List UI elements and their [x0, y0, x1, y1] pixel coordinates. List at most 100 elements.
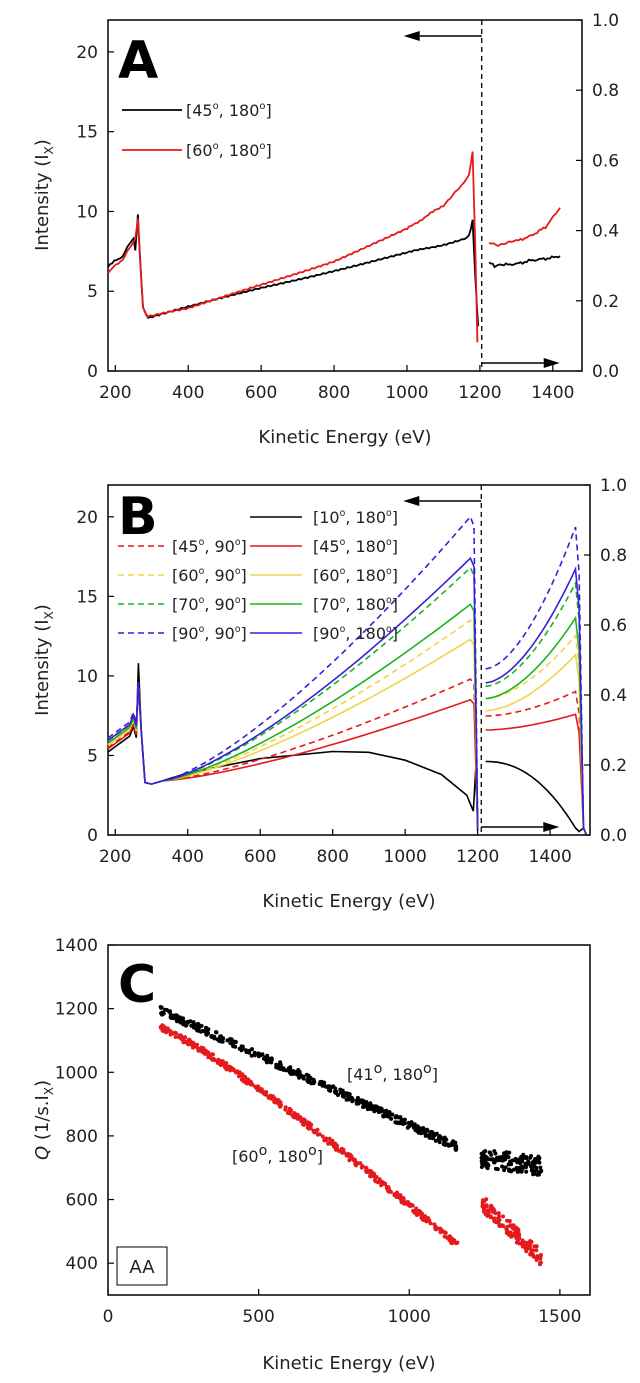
- panel-c-point: [336, 1093, 340, 1097]
- panel-c-point: [244, 1048, 248, 1053]
- panel-c-point: [352, 1157, 357, 1162]
- panel-b-series-secondary-6: [485, 615, 588, 836]
- panel-c-point: [229, 1037, 234, 1042]
- panel-c-point: [390, 1112, 395, 1117]
- panel-b-legend-label-5-deg2: o: [235, 595, 241, 606]
- panel-a-legend-label-0-part3: ]: [265, 101, 271, 120]
- panel-c-point: [378, 1106, 383, 1111]
- panel-b-legend-label-7: [90o, 90o]: [172, 624, 247, 643]
- panel-c-point: [482, 1205, 487, 1210]
- panel-c-point: [201, 1046, 206, 1051]
- panel-c-point: [533, 1158, 538, 1163]
- panel-b-legend-label-1-part3: ]: [241, 537, 247, 556]
- panel-c-point: [377, 1177, 382, 1182]
- panel-b-series-8: [107, 556, 479, 831]
- panel-c-point: [420, 1212, 425, 1217]
- panel-c-point: [301, 1117, 306, 1122]
- panel-c-point: [312, 1130, 317, 1135]
- panel-b-series-2: [107, 682, 479, 831]
- panel-c-point: [191, 1043, 195, 1048]
- panel-b-letter: B: [118, 487, 158, 547]
- panel-c-point: [159, 1005, 164, 1010]
- panel-a-series-2: [488, 255, 561, 269]
- panel-c-point: [427, 1135, 432, 1140]
- panel-c-point: [524, 1165, 528, 1170]
- panel-c-point: [509, 1168, 514, 1173]
- panel-c-point: [437, 1140, 442, 1145]
- panel-b-x-axis-label: Kinetic Energy (eV): [262, 891, 435, 912]
- panel-c-point: [393, 1115, 398, 1120]
- panel-c-x-tick-label-2: 1000: [388, 1307, 431, 1327]
- panel-c-point: [501, 1214, 505, 1219]
- panel-b-legend-label-3-part2: , 90: [204, 566, 235, 585]
- panel-c-point: [196, 1048, 201, 1053]
- panel-c-point: [330, 1138, 335, 1143]
- panel-c-point: [504, 1151, 509, 1155]
- panel-c-point: [526, 1159, 531, 1164]
- panel-c-point: [360, 1098, 364, 1103]
- panel-b-legend-label-4: [60o, 180o]: [313, 566, 398, 585]
- panel-c-point: [158, 1025, 163, 1030]
- panel-c-ylabel-sub: X: [42, 1087, 56, 1095]
- panel-a-legend-label-1: [60o, 180o]: [186, 141, 272, 160]
- panel-c-point: [329, 1142, 334, 1146]
- panel-c-y-tick-label-4: 1200: [55, 1000, 98, 1020]
- panel-c-point: [454, 1144, 459, 1149]
- panel-c-point: [359, 1165, 364, 1170]
- panel-c-point: [493, 1211, 498, 1216]
- panel-c-point: [490, 1206, 495, 1211]
- panel-c-point: [376, 1180, 380, 1185]
- panel-c-point: [233, 1040, 238, 1044]
- panel-c-point: [405, 1125, 410, 1130]
- panel-c-x-axis-label: Kinetic Energy (eV): [262, 1353, 435, 1374]
- panel-a-legend-label-0: [45o, 180o]: [186, 101, 272, 120]
- panel-c-point: [521, 1243, 526, 1247]
- panel-b-legend-label-4-deg1: o: [340, 566, 346, 577]
- panel-b-series-secondary-7: [485, 526, 588, 836]
- panel-c-point: [536, 1159, 541, 1164]
- panel-c-point: [212, 1034, 217, 1039]
- panel-c-point: [506, 1155, 511, 1160]
- panel-c-point: [347, 1158, 352, 1163]
- panel-c-ylabel-close: ): [32, 1080, 53, 1087]
- panel-c-point: [382, 1182, 387, 1186]
- panel-b-legend-label-5-deg1: o: [199, 595, 205, 606]
- panel-c-point: [165, 1026, 170, 1031]
- panel-c-point: [479, 1151, 484, 1156]
- panel-a-legend-label-1-deg1: o: [213, 141, 219, 152]
- panel-c-point: [354, 1163, 358, 1168]
- panel-c-point: [239, 1073, 244, 1078]
- panel-b-legend-label-1-deg2: o: [235, 537, 241, 548]
- panel-c-point: [364, 1102, 368, 1106]
- panel-c-point: [496, 1220, 501, 1225]
- panel-b-y-axis-label: Intensity (IX): [32, 604, 56, 716]
- panel-c-point: [272, 1097, 277, 1102]
- panel-c-point: [500, 1223, 505, 1228]
- panel-c-point: [184, 1023, 189, 1027]
- panel-c-point: [286, 1066, 291, 1071]
- panel-b-axes: 200 400 600 800 1000 1200 1400 0 5 10 15 20 0.0 0.2 0.…: [76, 476, 627, 867]
- panel-b-legend-label-8-deg1: o: [340, 624, 346, 635]
- panel-c-point: [287, 1108, 292, 1113]
- panel-b-legend-label-4-part2: , 180: [345, 566, 386, 585]
- panel-c-point: [514, 1236, 519, 1240]
- panel-c-point: [398, 1193, 402, 1198]
- panel-b-legend-label-3-part1: [60: [172, 566, 199, 585]
- panel-a-legend-label-0-part1: [45: [186, 101, 213, 120]
- panel-c-point: [168, 1032, 173, 1037]
- panel-b-series-secondary-4: [485, 653, 588, 836]
- panel-c-point: [368, 1169, 373, 1174]
- panel-c-point: [500, 1164, 505, 1169]
- panel-c-point: [288, 1069, 293, 1074]
- panel-c-point: [480, 1200, 485, 1205]
- panel-c-point: [301, 1122, 306, 1127]
- panel-c-point: [433, 1227, 438, 1232]
- panel-b-legend-label-1: [45o, 90o]: [172, 537, 247, 556]
- panel-c-point: [345, 1151, 350, 1156]
- panel-c-point: [415, 1129, 420, 1133]
- panel-c-point: [538, 1255, 543, 1260]
- panel-b-legend-label-4-part1: [60: [313, 566, 340, 585]
- panel-c-point: [493, 1157, 498, 1162]
- panel-b-x-tick-label-4: 1000: [384, 847, 427, 867]
- panel-c-point: [234, 1070, 238, 1075]
